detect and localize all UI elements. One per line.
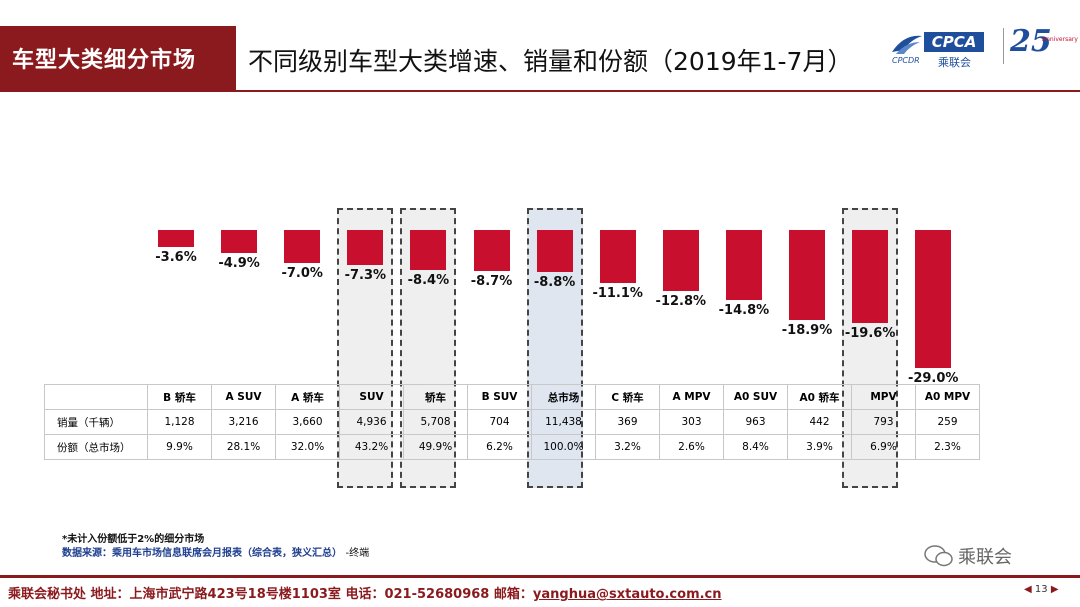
bar bbox=[410, 230, 447, 270]
footnote: *未计入份额低于2%的细分市场 bbox=[62, 534, 205, 545]
table-cell: 704 bbox=[467, 409, 532, 435]
category-tick-label: A 轿车 bbox=[275, 384, 340, 410]
sales-share-table: B 轿车 A SUV A 轿车 SUV 轿车 B SUV 总市场 C 轿车 A MPV A0 SU… bbox=[44, 384, 980, 460]
bar bbox=[915, 230, 952, 368]
table-cell: 963 bbox=[723, 409, 788, 435]
bar-value-label: -7.0% bbox=[281, 266, 323, 282]
footer-address: 乘联会秘书处 地址：上海市武宁路423号18号楼1103室 电话：021-526… bbox=[8, 587, 533, 602]
wechat-watermark-text: 乘联会 bbox=[958, 547, 1012, 568]
next-page-icon[interactable]: ▶ bbox=[1050, 584, 1059, 595]
category-tick-label: A0 SUV bbox=[723, 384, 788, 410]
category-tick-label: SUV bbox=[339, 384, 404, 410]
bar-value-label: -7.3% bbox=[344, 267, 387, 283]
bar-value-label: -8.7% bbox=[470, 274, 513, 290]
table-cell: 32.0% bbox=[275, 434, 340, 460]
cpca-small-text: CPCDR bbox=[892, 56, 920, 65]
cpca-wing-icon bbox=[892, 35, 922, 54]
bar bbox=[599, 230, 636, 283]
bar-value-label: -8.4% bbox=[407, 272, 450, 288]
table-cell: 369 bbox=[595, 409, 660, 435]
anniversary-logo: 25 bbox=[1010, 24, 1052, 59]
data-source-note: 数据来源：乘用车市场信息联席会月报表（综合表，狭义汇总） -终端 bbox=[62, 544, 369, 559]
bar bbox=[852, 230, 889, 324]
table-corner-cell bbox=[44, 384, 148, 410]
table-cell: 3,216 bbox=[211, 409, 276, 435]
table-cell: 442 bbox=[787, 409, 852, 435]
category-tick-label: A0 轿车 bbox=[787, 384, 852, 410]
table-cell: 9.9% bbox=[147, 434, 212, 460]
table-cell: 5,708 bbox=[403, 409, 468, 435]
table-cell: 6.9% bbox=[851, 434, 916, 460]
row-label: 份额（总市场） bbox=[44, 434, 148, 460]
table-cell: 4,936 bbox=[339, 409, 404, 435]
category-tick-label: 总市场 bbox=[531, 384, 596, 410]
category-tick-label: B 轿车 bbox=[147, 384, 212, 410]
data-source-text: 数据来源：乘用车市场信息联席会月报表（综合表，狭义汇总） bbox=[62, 548, 342, 559]
table-cell: 1,128 bbox=[147, 409, 212, 435]
category-tick-label: MPV bbox=[851, 384, 916, 410]
footer-divider bbox=[0, 575, 1080, 578]
table-cell: 3.2% bbox=[595, 434, 660, 460]
table-cell: 2.3% bbox=[915, 434, 980, 460]
wechat-icon bbox=[924, 545, 953, 567]
header-divider bbox=[0, 90, 1080, 92]
table-cell: 793 bbox=[851, 409, 916, 435]
bar bbox=[789, 230, 825, 320]
table-cell: 6.2% bbox=[467, 434, 532, 460]
bar bbox=[158, 230, 194, 248]
table-cell: 259 bbox=[915, 409, 980, 435]
bar-value-label: -19.6% bbox=[844, 326, 896, 342]
table-cell: 8.4% bbox=[723, 434, 788, 460]
category-tick-label: A MPV bbox=[659, 384, 724, 410]
table-cell: 28.1% bbox=[211, 434, 276, 460]
footer-email-link[interactable]: yanghua@sxtauto.com.cn bbox=[532, 587, 722, 602]
category-tick-label: B SUV bbox=[467, 384, 532, 410]
category-tick-label: A SUV bbox=[211, 384, 276, 410]
bar bbox=[536, 230, 573, 272]
table-row-share: 份额（总市场） 9.9% 28.1% 32.0% 43.2% 49.9% 6.2% 100.… bbox=[44, 434, 980, 460]
bar bbox=[473, 230, 510, 272]
table-cell: 3.9% bbox=[787, 434, 852, 460]
table-row-sales: 销量（千辆） 1,128 3,216 3,660 4,936 5,708 704 11,43… bbox=[44, 409, 980, 435]
table-cell: 3,660 bbox=[275, 409, 340, 435]
table-header-row: B 轿车 A SUV A 轿车 SUV 轿车 B SUV 总市场 C 轿车 A MPV A0 SU… bbox=[44, 384, 980, 410]
category-tick-label: 轿车 bbox=[403, 384, 468, 410]
category-tick-label: C 轿车 bbox=[595, 384, 660, 410]
bar-value-label: -12.8% bbox=[655, 293, 707, 309]
bar bbox=[347, 230, 384, 265]
bar-value-label: -4.9% bbox=[218, 256, 260, 272]
page-title: 不同级别车型大类增速、销量和份额（2019年1-7月） bbox=[248, 47, 853, 76]
page-navigator: ◀ 13 ▶ bbox=[1024, 584, 1059, 595]
bar bbox=[284, 230, 321, 264]
bar bbox=[221, 230, 258, 254]
logo-divider bbox=[1003, 28, 1004, 64]
anniversary-subtext: Anniversary bbox=[1042, 36, 1078, 43]
bar-value-label: -14.8% bbox=[718, 303, 770, 319]
bar bbox=[725, 230, 762, 301]
cpca-logo: CPCA 乘联会 CPCDR bbox=[888, 26, 998, 69]
footer-contact: 乘联会秘书处 地址：上海市武宁路423号18号楼1103室 电话：021-526… bbox=[8, 583, 722, 602]
data-source-suffix: -终端 bbox=[345, 548, 370, 559]
bar-value-label: -11.1% bbox=[592, 285, 643, 301]
bar-value-label: -3.6% bbox=[155, 250, 197, 266]
page-number: 13 bbox=[1034, 584, 1048, 595]
table-cell: 2.6% bbox=[659, 434, 724, 460]
table-cell: 303 bbox=[659, 409, 724, 435]
header-banner bbox=[0, 26, 236, 90]
cpca-chinese-name: 乘联会 bbox=[938, 56, 971, 69]
category-tick-label: A0 MPV bbox=[915, 384, 980, 410]
table-cell: 100.0% bbox=[531, 434, 596, 460]
prev-page-icon[interactable]: ◀ bbox=[1024, 584, 1032, 595]
section-category: 车型大类细分市场 bbox=[12, 48, 197, 73]
bar-value-label: -18.9% bbox=[781, 322, 833, 338]
table-cell: 11,438 bbox=[531, 409, 596, 435]
row-label: 销量（千辆） bbox=[44, 409, 148, 435]
bar-value-label: -8.8% bbox=[533, 274, 576, 290]
bar-value-label: -29.0% bbox=[907, 370, 959, 386]
bar bbox=[662, 230, 699, 291]
table-cell: 49.9% bbox=[403, 434, 468, 460]
cpca-wordmark: CPCA bbox=[924, 32, 984, 52]
table-cell: 43.2% bbox=[339, 434, 404, 460]
